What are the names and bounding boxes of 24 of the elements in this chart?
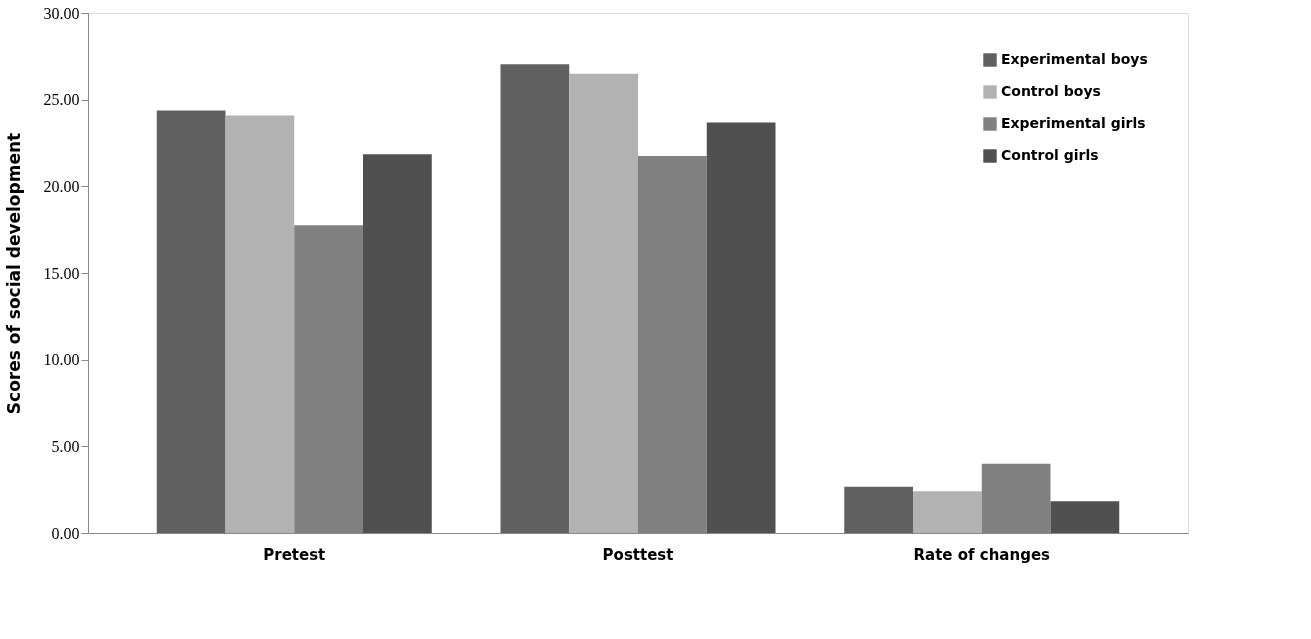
bar: [500, 64, 570, 533]
bar: [225, 115, 295, 533]
y-tick-label: 5.00: [51, 437, 80, 455]
bar: [363, 154, 432, 533]
y-tick-label: 30.00: [43, 4, 80, 22]
y-tick-label: 0.00: [51, 524, 80, 542]
bar: [1050, 501, 1120, 533]
x-tick-label: Posttest: [602, 545, 674, 564]
bar: [706, 122, 776, 533]
legend-label: Experimental boys: [1001, 51, 1148, 67]
y-axis-title: Scores of social development: [3, 132, 24, 415]
legend-label: Control girls: [1001, 147, 1099, 163]
bar: [844, 486, 913, 533]
bar: [569, 73, 638, 533]
x-tick-label: Pretest: [263, 545, 326, 564]
legend-label: Experimental girls: [1001, 115, 1146, 131]
y-tick-label: 10.00: [43, 351, 80, 369]
y-tick-label: 15.00: [43, 264, 80, 282]
y-tick-label: 20.00: [43, 177, 80, 195]
bar: [913, 491, 982, 533]
bar: [156, 110, 226, 533]
legend-label: Control boys: [1001, 83, 1101, 99]
x-tick-label: Rate of changes: [913, 545, 1051, 564]
y-tick-label: 25.00: [43, 91, 80, 109]
